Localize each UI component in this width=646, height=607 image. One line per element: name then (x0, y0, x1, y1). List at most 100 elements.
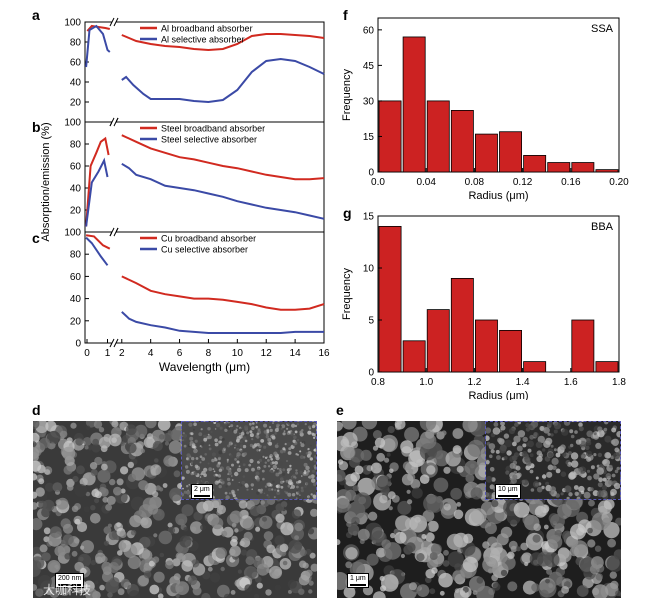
sem-particle (401, 473, 414, 486)
x-axis-label: Radius (μm) (468, 190, 528, 202)
sem-particle (305, 465, 310, 471)
sem-particle (117, 588, 125, 596)
axis-break-gap (112, 18, 116, 26)
histogram-bar (426, 100, 450, 173)
sem-particle (61, 446, 76, 460)
sem-particle (227, 444, 231, 448)
sem-particle (254, 593, 260, 598)
sem-particle (588, 499, 595, 507)
sem-particle (33, 560, 42, 571)
sem-particle (583, 491, 591, 499)
sem-particle (387, 426, 395, 434)
sem-particle (33, 518, 43, 531)
sem-particle (282, 468, 286, 472)
sem-particle (240, 549, 247, 556)
sem-particle (594, 545, 602, 552)
sem-particle (337, 459, 344, 465)
sem-particle (309, 489, 312, 492)
y-tick-label: 0 (368, 368, 374, 379)
sem-particle (282, 447, 286, 451)
sem-particle (533, 523, 541, 531)
sem-particle (298, 480, 302, 484)
sem-particle (522, 436, 528, 443)
sem-particle (390, 532, 396, 539)
sem-particle (366, 553, 379, 566)
sem-particle (238, 482, 242, 487)
sem-particle (490, 449, 495, 454)
sem-particle (186, 485, 189, 488)
scale-label-d: 200 nm (58, 575, 82, 582)
x-tick-label: 12 (261, 348, 273, 359)
sem-particle (227, 473, 230, 476)
sem-particle (578, 422, 583, 427)
sem-particle (62, 534, 74, 545)
plot-frame (84, 231, 325, 344)
sem-particle (578, 426, 584, 432)
sem-particle (214, 438, 218, 442)
sem-particle (307, 425, 311, 429)
sem-particle (307, 451, 312, 456)
sem-particle (33, 441, 37, 447)
sem-particle (531, 583, 540, 592)
sem-particle (592, 584, 609, 598)
sem-particle (368, 511, 378, 521)
sem-particle (313, 436, 316, 439)
sem-particle (218, 440, 222, 444)
sem-particle (313, 449, 316, 452)
sem-particle (274, 428, 279, 432)
sem-particle (42, 499, 55, 512)
sem-particle (175, 513, 188, 526)
sem-particle (419, 421, 437, 431)
sem-particle (214, 458, 218, 462)
sem-particle (210, 497, 222, 508)
sem-particle (380, 434, 398, 453)
sem-particle (85, 425, 91, 430)
sem-particle (167, 430, 173, 436)
sem-particle (550, 433, 554, 437)
sem-particle (423, 494, 441, 513)
sem-particle (286, 460, 288, 462)
sem-particle (167, 522, 173, 528)
sem-particle (576, 496, 581, 499)
sem-particle (513, 470, 518, 475)
sem-particle (37, 574, 52, 589)
sem-particle (427, 520, 439, 532)
sem-particle (304, 423, 307, 426)
sem-particle (94, 498, 100, 504)
sem-particle (193, 449, 198, 454)
sem-particle (196, 480, 200, 484)
sem-particle (564, 485, 572, 493)
sem-particle (198, 432, 203, 437)
sem-particle (248, 463, 252, 467)
x-tick-label: 6 (177, 348, 183, 359)
sem-particle (87, 444, 93, 451)
sem-particle (229, 510, 243, 524)
sem-particle (130, 530, 137, 536)
sem-particle (75, 437, 84, 446)
sem-particle (175, 593, 180, 598)
sem-particle (456, 465, 464, 473)
scale-bar-e: 1 μm (347, 573, 369, 588)
sem-particle (120, 488, 126, 494)
scale-bar-e-inset: 10 μm (495, 484, 521, 499)
sem-particle (467, 439, 485, 457)
sem-particle (313, 455, 316, 459)
sem-particle (236, 452, 241, 457)
sem-particle (216, 463, 220, 468)
sem-particle (394, 531, 407, 544)
sem-particle (305, 482, 309, 485)
sem-particle (286, 441, 291, 447)
sem-particle (127, 461, 134, 469)
sem-particle (430, 543, 442, 555)
sem-particle (291, 493, 296, 497)
sem-particle (510, 477, 517, 484)
scale-bar-line (498, 495, 518, 497)
sem-particle (307, 430, 312, 435)
sem-particle (265, 432, 269, 436)
sem-particle (580, 490, 585, 495)
sem-particle (162, 483, 168, 488)
sem-particle (548, 534, 563, 550)
sem-particle (384, 457, 390, 463)
sem-particle (568, 451, 572, 456)
x-axis-label: Radius (μm) (468, 390, 528, 400)
